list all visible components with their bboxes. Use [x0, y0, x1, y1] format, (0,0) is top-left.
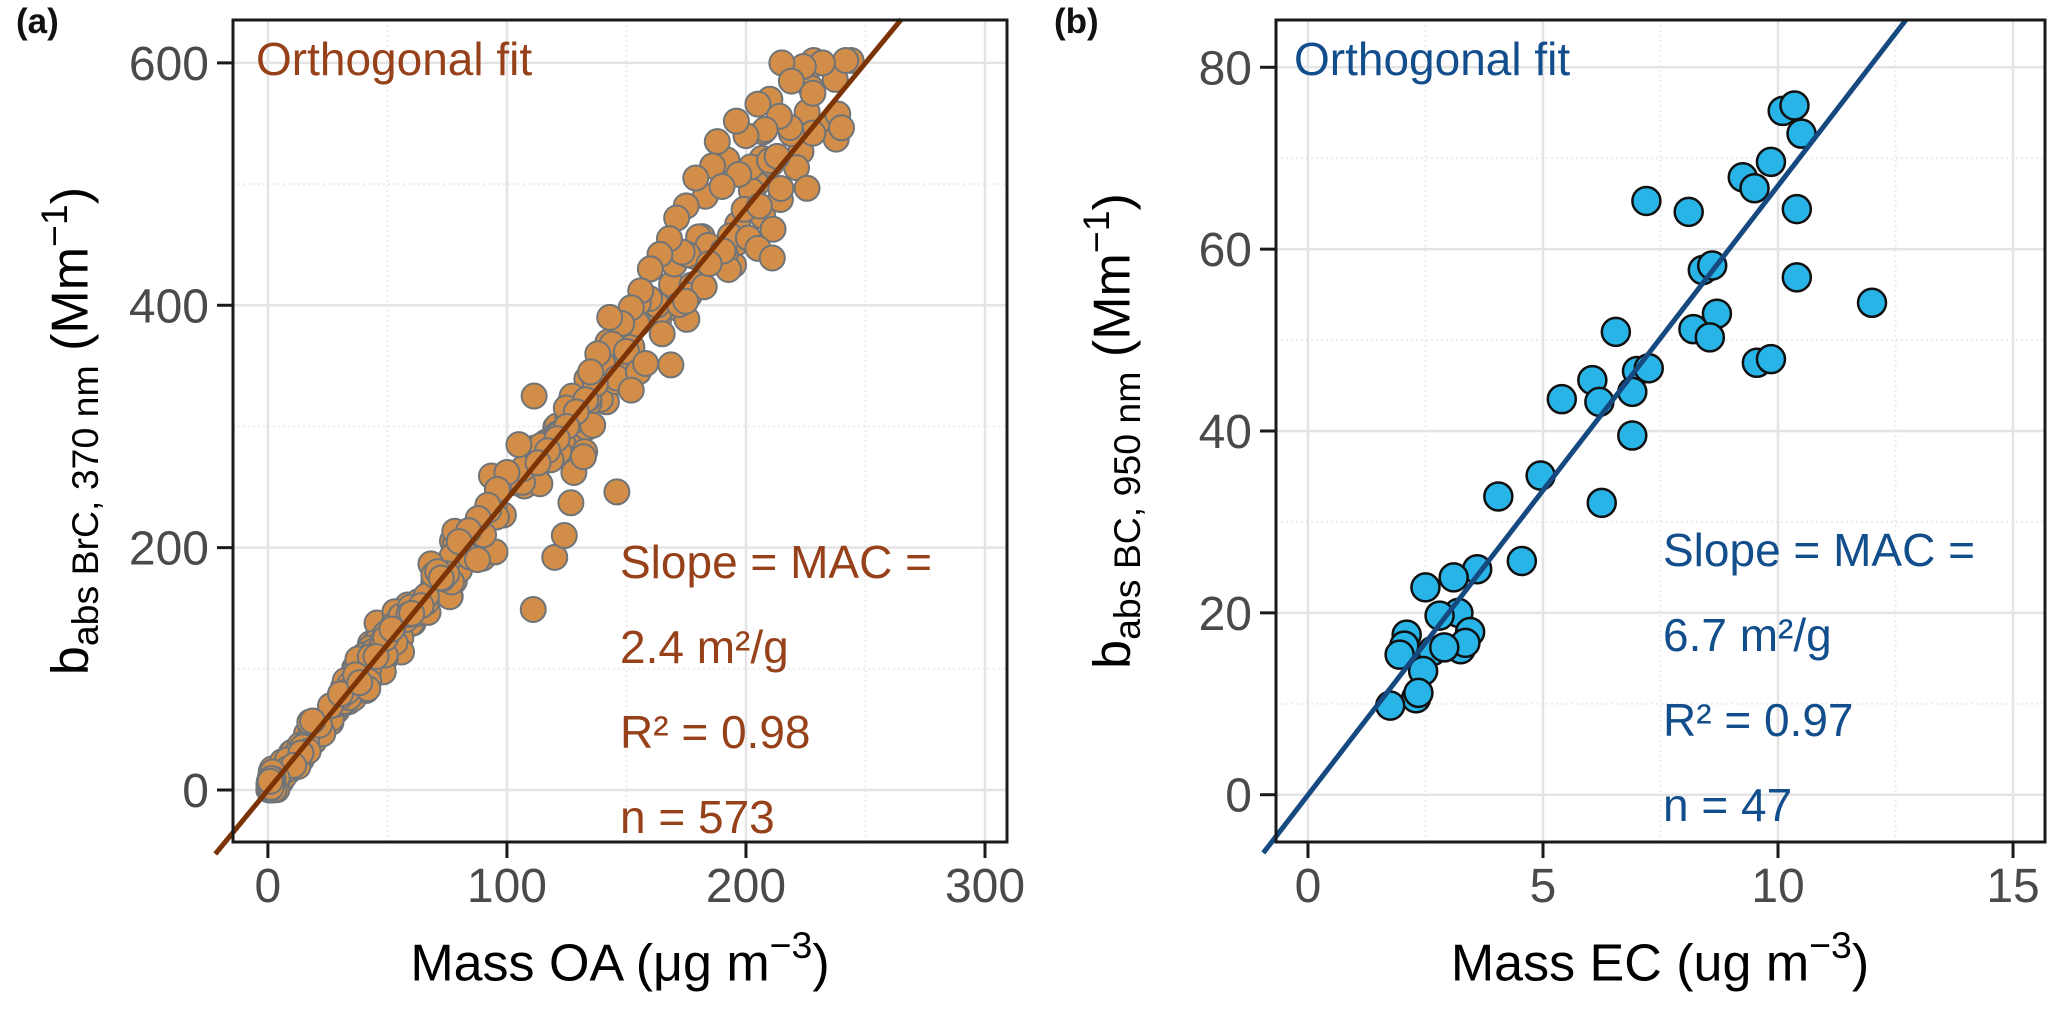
panel-a-x-title-exponent: −3 — [769, 924, 813, 966]
svg-text:600: 600 — [129, 38, 209, 91]
panel-b-x-title-close: ) — [1851, 934, 1870, 993]
svg-text:15: 15 — [1986, 860, 2039, 913]
svg-text:0: 0 — [182, 765, 209, 818]
panel-b-y-title-close: ) — [1083, 193, 1142, 211]
panel-b-fit-annotation: Slope = MAC = 6.7 m²/g R² = 0.97 n = 47 — [1663, 508, 1975, 848]
svg-text:300: 300 — [945, 860, 1025, 913]
panel-a-y-title-close: ) — [41, 186, 100, 205]
svg-text:0: 0 — [255, 860, 282, 913]
panel-b-fit-type-label: Orthogonal fit — [1294, 33, 1571, 85]
panel-b-annotation-line-n: n = 47 — [1663, 779, 1793, 831]
panel-b-y-title-exponent: −1 — [1074, 210, 1117, 254]
panel-a-x-title-close: ) — [812, 934, 830, 993]
panel-b-annotation-line-mac-value: 6.7 m²/g — [1663, 609, 1832, 661]
panel-a-y-title-subscript: abs BrC, 370 nm — [64, 365, 107, 647]
panel-b-y-title-symbol: b — [1083, 639, 1142, 669]
panel-b-fit-line — [1261, 18, 1908, 855]
panel-a-y-title-unit-open: (Mm — [41, 246, 100, 366]
svg-text:60: 60 — [1199, 224, 1252, 277]
panel-b-x-title-text: Mass EC (ug m — [1450, 934, 1810, 993]
panel-b-x-axis-title: Mass EC (ug m−3) — [1451, 924, 1869, 993]
panel-a-label: (a) — [16, 2, 59, 41]
panel-a-annotation-line-mac-value: 2.4 m²/g — [620, 621, 789, 673]
svg-text:80: 80 — [1199, 42, 1252, 95]
panel-a-fit-line — [213, 17, 904, 856]
panel-b-annotation-line-r2: R² = 0.97 — [1663, 694, 1854, 746]
panel-a-x-title-text: Mass OA (μg m — [410, 934, 770, 993]
svg-text:100: 100 — [467, 860, 547, 913]
panel-a-fit-annotation: Slope = MAC = 2.4 m²/g R² = 0.98 n = 573 — [620, 520, 932, 860]
svg-text:5: 5 — [1530, 860, 1557, 913]
svg-text:0: 0 — [1295, 860, 1322, 913]
panel-a-fit-type-label: Orthogonal fit — [256, 33, 533, 85]
panel-b-y-axis-title: babs BC, 950 nm (Mm−1) — [1075, 193, 1149, 669]
panel-a-annotation-line-r2: R² = 0.98 — [620, 706, 811, 758]
svg-text:0: 0 — [1225, 770, 1252, 823]
panel-a-annotation-line-n: n = 573 — [620, 791, 775, 843]
panel-a-annotation-line-slope: Slope = MAC = — [620, 536, 932, 588]
svg-text:200: 200 — [706, 860, 786, 913]
panel-a-y-title-symbol: b — [41, 646, 100, 676]
panel-b-label: (b) — [1054, 2, 1099, 41]
svg-text:40: 40 — [1199, 406, 1252, 459]
panel-a-y-axis-title: babs BrC, 370 nm (Mm−1) — [33, 187, 107, 675]
panel-b-y-title-unit-open: (Mm — [1083, 253, 1142, 372]
svg-text:20: 20 — [1199, 588, 1252, 641]
panel-a-x-axis-title: Mass OA (μg m−3) — [410, 924, 829, 993]
svg-text:200: 200 — [129, 523, 209, 576]
panel-b-x-title-exponent: −3 — [1809, 924, 1852, 966]
panel-b-y-title-subscript: abs BC, 950 nm — [1106, 371, 1149, 640]
svg-text:400: 400 — [129, 280, 209, 333]
panel-a-y-title-exponent: −1 — [32, 204, 75, 247]
panel-b-annotation-line-slope: Slope = MAC = — [1663, 524, 1975, 576]
svg-text:10: 10 — [1751, 860, 1804, 913]
